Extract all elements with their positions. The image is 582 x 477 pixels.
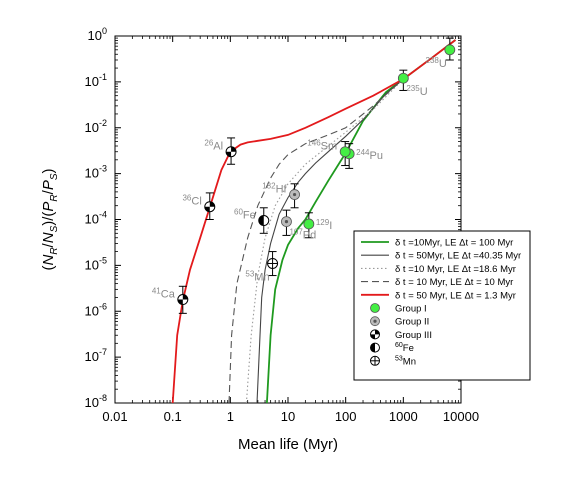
marker-Al26	[225, 146, 237, 158]
legend-box	[353, 230, 531, 381]
legend-marker-label: Group III	[395, 330, 432, 341]
isotope-label-U238: 238U	[426, 56, 447, 70]
x-tick-label: 0.01	[102, 409, 127, 424]
data-point-Hf182: 182Hf	[262, 182, 300, 209]
legend: δ t =10Myr, LE Δt = 100 Myr δ t = 50Myr, …	[353, 230, 531, 381]
y-tick-label: 10-5	[85, 255, 107, 272]
legend-line-label: δ t =10 Myr, LE Δt =18.6 Myr	[395, 264, 516, 275]
marker-Sm146	[339, 146, 351, 158]
marker-Hf182	[289, 189, 300, 200]
y-tick-label: 10-2	[85, 118, 107, 135]
legend-marker-I	[370, 303, 380, 313]
series-line-4	[171, 39, 456, 403]
legend-marker-label: 53Mn	[395, 355, 416, 367]
marker-Ca41-q3	[177, 299, 183, 305]
legend-line-label: δ t = 50 Myr, LE Δt = 1.3 Myr	[395, 290, 516, 301]
marker-Sm146-fill	[339, 146, 351, 158]
legend-marker-label: Group I	[395, 304, 427, 315]
legend-marker-Fe60	[370, 342, 380, 353]
data-point-Cl36: 36Cl	[182, 192, 216, 220]
data-point-U238: 238U	[426, 37, 456, 70]
marker-U238-fill	[444, 44, 456, 56]
y-tick-label: 10-8	[85, 393, 107, 410]
isotope-label-Fe60: 60Fe	[234, 208, 256, 222]
data-point-Sm146: 146Sm	[307, 139, 351, 167]
y-tick-label: 10-7	[85, 347, 107, 364]
isotope-label-Ca41: 41Ca	[152, 287, 176, 301]
y-tick-label: 10-1	[85, 72, 107, 89]
marker-Ca41-q1	[182, 294, 188, 300]
points-group: 238U 235U 244Pu 146Sm 129I 182Hf 107Pd 26Al 36Cl…	[152, 37, 456, 314]
legend-line-label: δ t = 10 Myr, LE Δt = 10 Myr	[395, 277, 513, 288]
data-point-Ca41: 41Ca	[152, 285, 189, 314]
data-point-Fe60: 60Fe	[234, 207, 270, 234]
x-axis: 0.01 0.1 1 10 100 1000 10000	[102, 36, 479, 424]
legend-marker-I-fill	[370, 303, 380, 313]
x-tick-label: 10	[281, 409, 295, 424]
y-tick-label: 10-3	[85, 164, 107, 181]
isotope-label-Sm146: 146Sm	[307, 139, 337, 153]
isotope-label-U235: 235U	[406, 84, 427, 98]
marker-Cl36-q3	[204, 206, 210, 212]
x-tick-label: 1	[227, 409, 234, 424]
isotope-label-Al26: 26Al	[204, 139, 223, 153]
marker-Cl36-q1	[209, 201, 215, 207]
legend-marker-label: Group II	[395, 317, 429, 328]
y-tick-label: 10-6	[85, 301, 107, 318]
marker-Mn53	[267, 257, 279, 269]
marker-Pd107	[281, 216, 292, 227]
isotope-label-Pd107: 107Pd	[289, 228, 316, 242]
marker-Pd107-dot	[284, 219, 289, 224]
marker-I129-fill	[303, 218, 315, 230]
marker-Al26-q3	[226, 151, 232, 157]
isotope-label-Mn53: 53Mn	[245, 269, 269, 283]
series-group	[171, 39, 456, 403]
isotope-label-I129: 129I	[316, 218, 332, 232]
legend-marker-Fe60-half	[370, 343, 375, 353]
marker-U235	[397, 72, 409, 84]
legend-marker-II	[370, 316, 380, 327]
data-point-I129: 129I	[303, 212, 332, 239]
marker-I129	[303, 218, 315, 230]
legend-marker-III	[370, 329, 380, 340]
data-point-Al26: 26Al	[204, 137, 237, 165]
legend-marker-III-q3	[370, 334, 375, 339]
marker-Fe60	[258, 215, 270, 227]
marker-Fe60-half	[258, 215, 264, 226]
data-point-U235: 235U	[397, 69, 428, 98]
x-tick-label: 1000	[389, 409, 418, 424]
data-point-Pu244: 244Pu	[343, 143, 383, 169]
y-axis-title: (NR/NS)/(PR/PS)	[40, 168, 60, 270]
data-point-Mn53: 53Mn	[245, 251, 279, 283]
data-point-Pd107: 107Pd	[281, 209, 316, 242]
legend-marker-label: 60Fe	[395, 342, 414, 354]
legend-line-label: δ t =10Myr, LE Δt = 100 Myr	[395, 238, 513, 249]
legend-line-label: δ t = 50Myr, LE Δt =40.35 Myr	[395, 251, 521, 262]
x-tick-label: 10000	[443, 409, 479, 424]
marker-Hf182-dot	[292, 192, 297, 197]
isotope-label-Pu244: 244Pu	[356, 148, 383, 162]
marker-U235-fill	[397, 72, 409, 84]
y-axis: 10-8 10-7 10-6 10-5 10-4 10-3 10-2 10-1 100	[85, 26, 461, 410]
y-tick-label: 100	[88, 26, 107, 43]
legend-marker-Mn53	[370, 355, 380, 366]
marker-Ca41	[177, 294, 189, 306]
legend-marker-II-dot	[373, 319, 377, 323]
y-tick-label: 10-4	[85, 210, 107, 227]
marker-Cl36	[204, 201, 216, 213]
marker-Al26-q1	[231, 146, 237, 152]
x-tick-label: 0.1	[164, 409, 182, 424]
isotope-label-Hf182: 182Hf	[262, 182, 287, 196]
x-tick-label: 100	[335, 409, 357, 424]
x-axis-title: Mean life (Myr)	[238, 436, 338, 453]
series-line-3	[228, 39, 456, 403]
marker-U238	[444, 44, 456, 56]
series-line-0	[266, 39, 456, 403]
legend-marker-III-q1	[375, 329, 380, 335]
isotope-label-Cl36: 36Cl	[182, 194, 201, 208]
